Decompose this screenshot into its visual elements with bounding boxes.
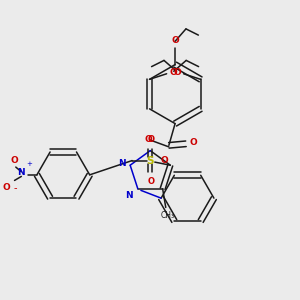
Text: O: O: [173, 68, 181, 77]
Text: -: -: [13, 184, 17, 194]
Text: O: O: [169, 68, 177, 77]
Text: O: O: [160, 156, 168, 165]
Text: N: N: [17, 168, 25, 177]
Text: O: O: [3, 183, 10, 192]
Text: S: S: [146, 156, 154, 166]
Text: N: N: [118, 159, 125, 168]
Text: N: N: [125, 191, 133, 200]
Text: O: O: [147, 177, 154, 186]
Text: O: O: [190, 138, 198, 147]
Text: +: +: [26, 161, 32, 167]
Text: O: O: [11, 156, 18, 165]
Text: CH₃: CH₃: [160, 211, 174, 220]
Text: O: O: [147, 135, 154, 144]
Text: O: O: [145, 135, 153, 144]
Text: O: O: [171, 36, 179, 45]
